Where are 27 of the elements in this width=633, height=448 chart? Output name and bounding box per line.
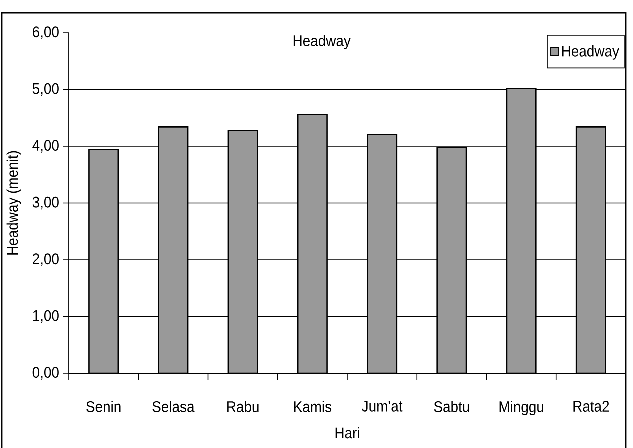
- y-tick-label: 0,00: [32, 367, 59, 380]
- bar: [436, 146, 468, 374]
- bar: [297, 114, 328, 374]
- x-tick-label: Senin: [86, 401, 121, 412]
- y-tick-label: 4,00: [32, 140, 59, 153]
- bar: [576, 126, 606, 374]
- bar: [367, 134, 398, 374]
- y-axis-title: Headway (menit): [6, 151, 22, 255]
- x-tick-label: Rabu: [228, 401, 259, 412]
- bar: [228, 130, 258, 374]
- bar: [506, 88, 537, 374]
- x-tick-label: Sabtu: [434, 401, 470, 412]
- y-tick-label: 3,00: [32, 196, 59, 210]
- y-tick-label: 6,00: [33, 26, 59, 40]
- x-tick-label: Kamis: [294, 401, 332, 412]
- bar: [158, 126, 189, 374]
- x-axis-title: Hari: [336, 427, 360, 439]
- x-tick-label: Rata2: [574, 401, 610, 412]
- bar: [88, 149, 120, 374]
- legend-label: Headway: [562, 45, 620, 60]
- y-tick-label: 2,00: [33, 254, 59, 266]
- y-tick-label: 5,00: [32, 83, 59, 96]
- y-tick-label: 1,00: [33, 310, 59, 324]
- chart-title: Headway: [294, 35, 351, 50]
- x-tick-label: Jum'at: [362, 401, 403, 412]
- x-tick-label: Minggu: [500, 401, 544, 416]
- x-tick-label: Selasa: [152, 401, 195, 412]
